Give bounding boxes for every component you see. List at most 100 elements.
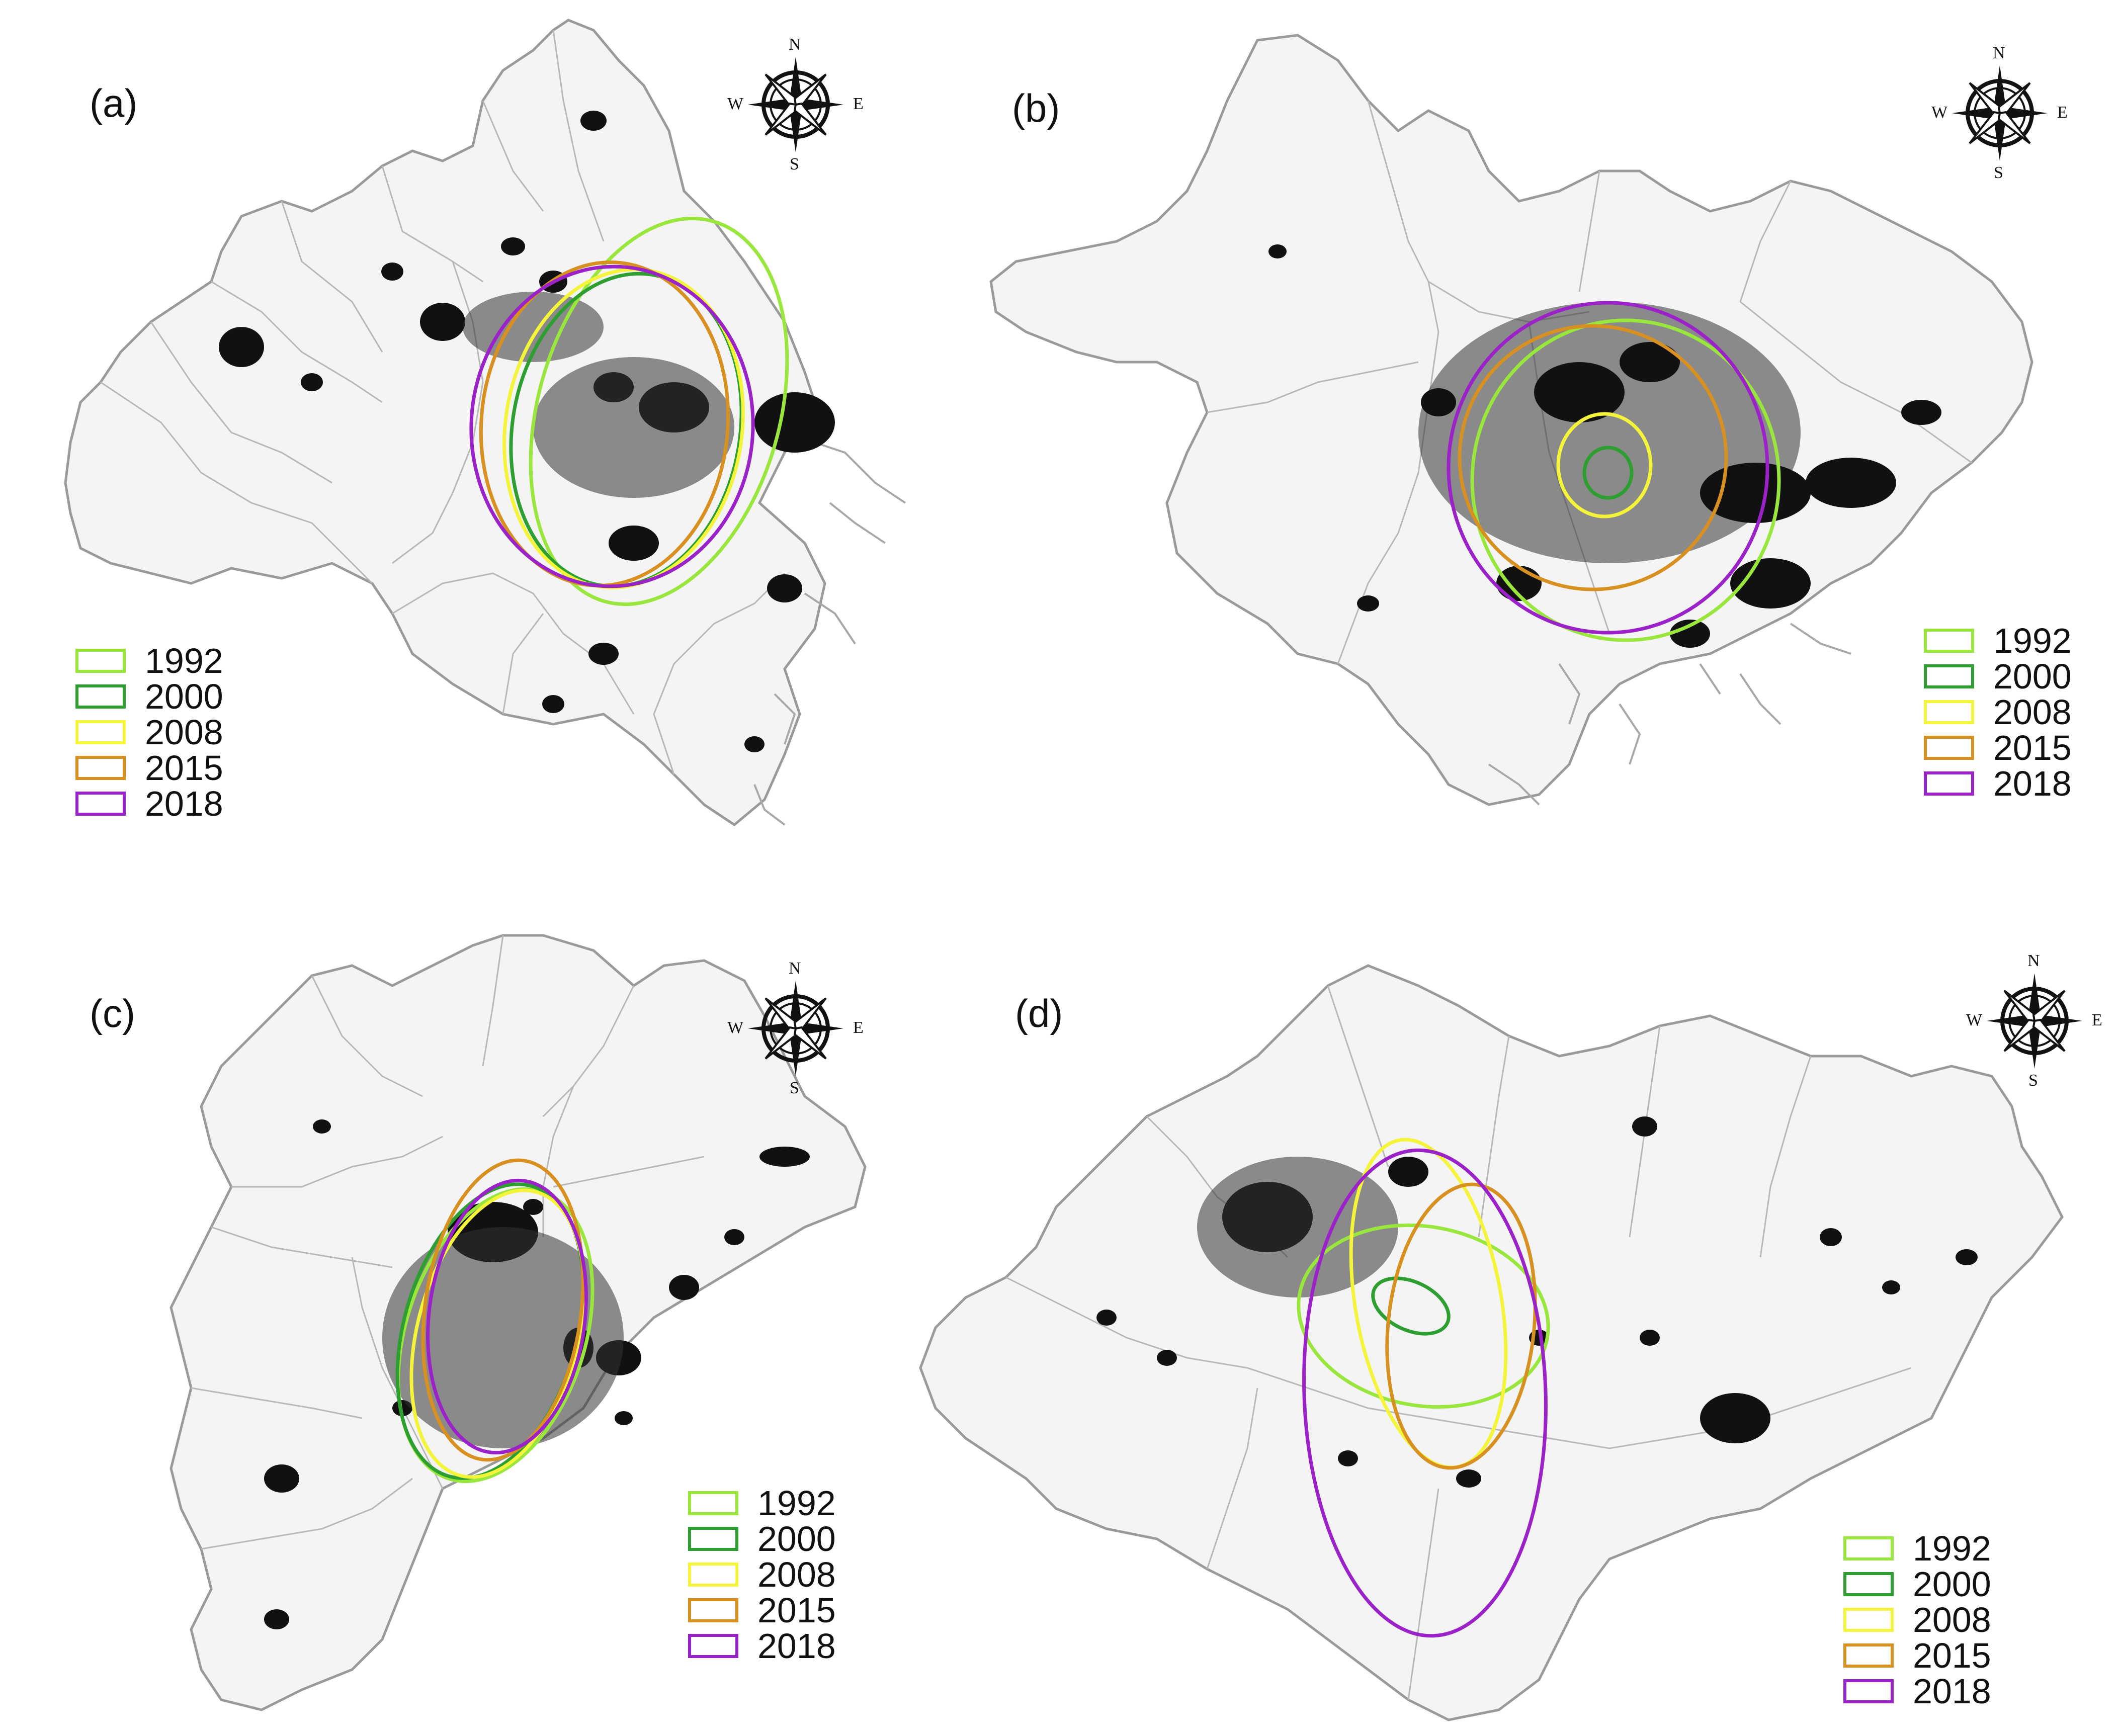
ellipse-b-1992	[1470, 318, 1781, 642]
ellipse-d-2000	[1371, 1276, 1451, 1336]
panel-label-d: (d)	[1015, 991, 1063, 1035]
compass-e-label: E	[853, 95, 864, 113]
compass-n-label: N	[2027, 951, 2040, 970]
compass-n-label: N	[789, 959, 801, 978]
map-c-admin-boundaries	[191, 935, 705, 1550]
legend-swatch-2018	[688, 1634, 738, 1658]
legend-swatch-1992	[1924, 629, 1974, 653]
legend-swatch-2018	[1843, 1679, 1894, 1703]
legend-swatch-1992	[75, 649, 126, 673]
ellipse-a-2018	[469, 265, 755, 588]
legend-swatch-2000	[688, 1527, 738, 1551]
compass-e-label: E	[2092, 1011, 2102, 1029]
legend-swatch-2008	[75, 720, 126, 744]
map-panel-b	[986, 0, 2121, 855]
legend-swatch-2000	[1924, 664, 1974, 688]
map-d-urban-lights	[1096, 1116, 1978, 1488]
ellipse-d-2018	[1302, 1148, 1548, 1638]
map-d-region-outline	[919, 964, 2064, 1721]
ellipses-panel-d	[1297, 1138, 1550, 1638]
legend-label: 2008	[1913, 1600, 1991, 1639]
legend-label: 2015	[757, 1591, 836, 1630]
ellipse-d-2008	[1349, 1138, 1508, 1469]
compass-s-label: S	[790, 1079, 799, 1097]
legend-swatch-2015	[1843, 1643, 1894, 1668]
compass-w-label: W	[727, 1018, 744, 1037]
compass-e-label: E	[853, 1018, 864, 1037]
ellipse-c-1992	[396, 1187, 595, 1484]
legend-swatch-2015	[688, 1598, 738, 1622]
compass-w-label: W	[1931, 103, 1948, 122]
panel-label-a: (a)	[90, 81, 138, 125]
map-b-canvas	[989, 34, 2033, 806]
compass-rose-icon	[748, 981, 843, 1076]
ellipse-c-2018	[426, 1178, 588, 1455]
legend-label: 2000	[1913, 1565, 1991, 1604]
map-panel-d	[905, 905, 2121, 1736]
map-a-admin-boundaries	[100, 30, 786, 775]
ellipse-d-1992	[1297, 1223, 1550, 1409]
ellipses-panel-b	[1447, 301, 1781, 642]
ellipse-a-1992	[529, 216, 789, 606]
legend-label: 2000	[1993, 657, 2072, 696]
map-a-coast-islands	[753, 442, 906, 826]
ellipse-b-2000	[1582, 446, 1634, 500]
panel-label-c: (c)	[90, 991, 135, 1035]
ellipse-d-2015	[1385, 1182, 1537, 1470]
map-a-canvas	[64, 19, 906, 827]
map-b-coast-islands	[1488, 623, 1851, 806]
ellipse-b-2015	[1458, 324, 1728, 591]
legend-label: 1992	[1993, 621, 2072, 660]
ellipses-panel-a	[469, 216, 789, 606]
legend-swatch-2018	[1924, 771, 1974, 796]
ellipse-c-2015	[421, 1158, 585, 1462]
panel-label-b: (b)	[1012, 86, 1060, 130]
ellipse-a-2015	[479, 261, 730, 587]
legend-label: 2015	[1993, 728, 2072, 767]
compass-s-label: S	[790, 155, 799, 173]
legend-label: 2018	[757, 1626, 836, 1666]
legend-label: 2008	[1993, 692, 2072, 732]
legend-label: 2018	[1993, 764, 2072, 803]
legend-label: 2008	[145, 713, 223, 752]
legend-swatch-2015	[1924, 736, 1974, 760]
ellipses-panel-c	[395, 1158, 595, 1484]
legend-label: 1992	[757, 1484, 836, 1523]
compass-rose-icon	[1952, 65, 2048, 161]
legend-swatch-2008	[1924, 700, 1974, 724]
map-a-urban-lights	[219, 111, 835, 752]
compass-n-label: N	[1993, 44, 2005, 62]
legend-label: 1992	[1913, 1529, 1991, 1568]
legend-label: 2015	[145, 748, 223, 788]
compass-w-label: W	[1966, 1011, 1983, 1029]
legend-swatch-2000	[75, 684, 126, 709]
legend-label: 1992	[145, 641, 223, 680]
ellipse-b-2008	[1556, 412, 1653, 518]
legend-label: 2018	[1913, 1672, 1991, 1711]
ellipse-b-2018	[1447, 301, 1769, 635]
compass-e-label: E	[2057, 103, 2068, 122]
map-d-canvas	[919, 964, 2064, 1721]
legend-swatch-1992	[688, 1491, 738, 1515]
legend-label: 2015	[1913, 1636, 1991, 1675]
compass-rose-icon	[1987, 973, 2082, 1069]
legend-label: 2000	[145, 677, 223, 716]
legend-swatch-2008	[1843, 1608, 1894, 1632]
compass-rose-icon	[748, 57, 843, 152]
legend-swatch-2000	[1843, 1572, 1894, 1596]
legend-label: 2018	[145, 784, 223, 823]
map-b-urban-lights	[1268, 244, 1941, 648]
legend-swatch-2008	[688, 1563, 738, 1587]
map-b-admin-boundaries	[1207, 100, 1972, 664]
compass-d: N S W E	[1964, 950, 2105, 1091]
compass-s-label: S	[2028, 1071, 2038, 1090]
legend-swatch-2015	[75, 756, 126, 780]
compass-c: N S W E	[725, 958, 866, 1099]
legend-label: 2000	[757, 1519, 836, 1558]
compass-s-label: S	[1994, 163, 2003, 182]
compass-b: N S W E	[1929, 43, 2070, 184]
map-panel-a	[0, 0, 1006, 855]
compass-a: N S W E	[725, 34, 866, 175]
legend-swatch-2018	[75, 792, 126, 816]
